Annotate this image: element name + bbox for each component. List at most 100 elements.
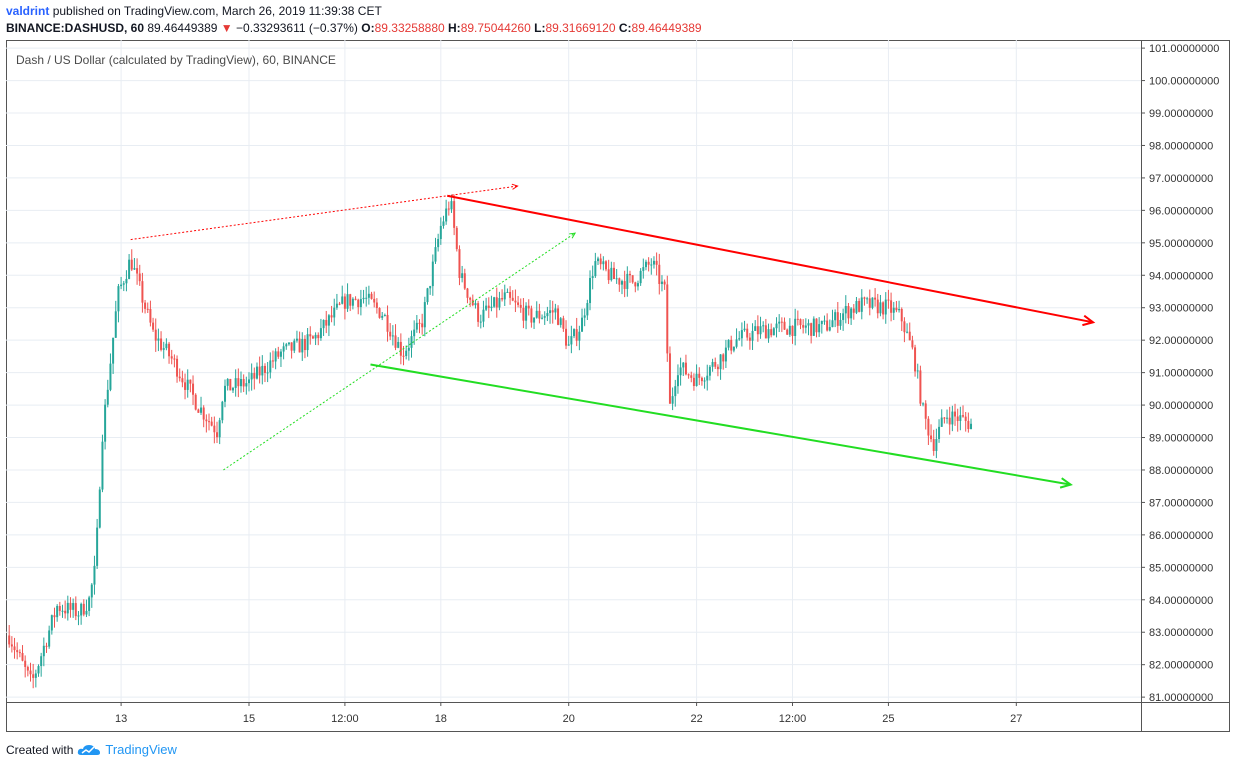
candle-body (279, 351, 282, 357)
candle-body (847, 306, 850, 319)
candle-body (554, 308, 557, 313)
candle-body (399, 341, 402, 356)
candle-body (642, 267, 645, 271)
candle-body (375, 302, 378, 309)
candle-body (514, 300, 517, 303)
candle-body (303, 338, 306, 351)
candle-body (788, 325, 791, 335)
trendlines (130, 183, 1096, 489)
candle-body (40, 656, 43, 667)
candle-body (186, 379, 189, 390)
candle-body (418, 322, 421, 324)
red-solid-trendline (447, 194, 1094, 324)
candle-body (807, 323, 810, 326)
candle-body (359, 299, 362, 308)
candle-body (261, 365, 264, 376)
candle-body (551, 310, 554, 313)
candle-body (343, 296, 346, 309)
price-chart[interactable]: 101.00000000 100.00000000 99.00000000 98.00… (6, 40, 1230, 732)
candle-body (176, 358, 179, 377)
candle-body (930, 435, 933, 440)
candle-body (221, 401, 224, 421)
candle-body (439, 225, 442, 239)
candle-body (402, 355, 405, 357)
candle-body (549, 310, 552, 314)
candle-body (687, 374, 690, 376)
x-tick-label: 12:00 (779, 713, 807, 725)
candle-body (943, 417, 946, 419)
candle-body (341, 296, 344, 304)
y-tick-label: 91.00000000 (1149, 368, 1213, 380)
candle-body (834, 312, 837, 321)
candle-body (567, 344, 570, 346)
candle-body (469, 297, 472, 300)
candle-body (908, 331, 911, 341)
candle-body (594, 261, 597, 277)
candle-body (644, 261, 647, 268)
y-tick-label: 92.00000000 (1149, 335, 1213, 347)
candle-body (26, 666, 29, 671)
candle-body (378, 308, 381, 318)
candle-body (335, 303, 338, 308)
candle-body (922, 403, 925, 405)
candle-body (202, 407, 205, 420)
candle-body (245, 383, 248, 387)
green-trendline-arrowhead (1059, 477, 1073, 489)
candle-body (96, 527, 99, 566)
candle-body (80, 603, 83, 616)
candle-body (485, 305, 488, 310)
green-trendline-arrowhead (569, 232, 577, 239)
low-label: L: (534, 21, 546, 35)
candle-body (863, 297, 866, 299)
candle-body (573, 329, 576, 337)
candle-body (682, 362, 685, 368)
candle-body (722, 354, 725, 362)
candle-body (565, 328, 568, 346)
candle-body (570, 336, 573, 345)
candle-body (192, 383, 195, 395)
candle-body (871, 297, 874, 308)
candle-body (589, 278, 592, 304)
candle-body (812, 318, 815, 336)
candle-body (855, 300, 858, 313)
y-tick-label: 97.00000000 (1149, 173, 1213, 185)
candle-body (104, 404, 107, 442)
candle-body (967, 420, 970, 430)
candle-body (298, 338, 301, 353)
candle-body (53, 615, 56, 618)
red-trendline-arrowhead (511, 183, 519, 190)
candle-body (541, 317, 544, 319)
candle-body (626, 273, 629, 289)
candle-body (48, 630, 51, 647)
candle-body (194, 394, 197, 410)
chart-area[interactable]: 101.00000000 100.00000000 99.00000000 98.00… (6, 40, 1230, 732)
candle-body (666, 284, 669, 354)
candle-body (293, 340, 296, 351)
candle-body (226, 378, 229, 386)
candle-body (634, 282, 637, 287)
chart-frame (6, 40, 1230, 732)
chart-legend: Dash / US Dollar (calculated by TradingV… (16, 53, 336, 67)
candle-body (780, 321, 783, 323)
candle-body (727, 339, 730, 348)
candle-body (466, 288, 469, 298)
candle-body (125, 278, 128, 284)
candle-body (796, 318, 799, 320)
candle-body (18, 652, 21, 654)
tradingview-brand[interactable]: TradingView (105, 742, 177, 757)
author-name[interactable]: valdrint (6, 4, 50, 18)
candle-body (349, 294, 352, 306)
high-label: H: (448, 21, 461, 35)
time-axis: 13 15 12:00 18 20 22 12:00 25 27 (115, 702, 1022, 725)
candle-body (636, 283, 639, 287)
candle-body (615, 278, 618, 280)
candle-body (818, 324, 821, 333)
open-label: O: (361, 21, 375, 35)
candle-body (695, 373, 698, 387)
y-tick-label: 87.00000000 (1149, 497, 1213, 509)
candle-body (216, 432, 219, 438)
candle-body (319, 328, 322, 339)
candle-body (770, 329, 773, 336)
candle-body (101, 441, 104, 490)
candle-body (306, 334, 309, 351)
